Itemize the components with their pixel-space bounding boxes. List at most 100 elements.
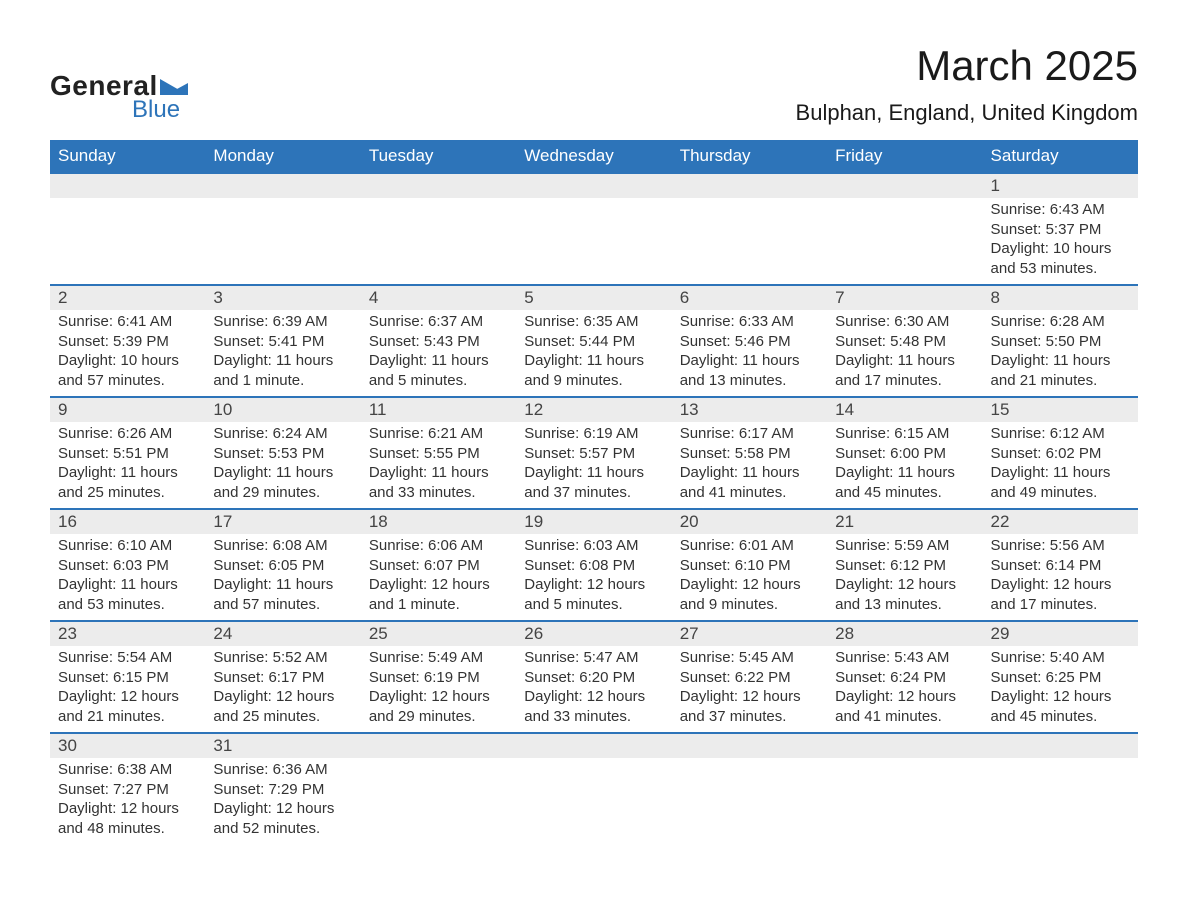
sunrise-text: Sunrise: 6:35 AM bbox=[524, 312, 663, 332]
sunset-text: Sunset: 5:41 PM bbox=[213, 332, 352, 352]
day-detail-cell: Sunrise: 5:43 AMSunset: 6:24 PMDaylight:… bbox=[827, 646, 982, 733]
day-detail-cell bbox=[516, 758, 671, 844]
daylight-text: Daylight: 11 hours and 53 minutes. bbox=[58, 575, 197, 614]
day-detail-cell bbox=[827, 198, 982, 285]
sunset-text: Sunset: 5:48 PM bbox=[835, 332, 974, 352]
daylight-text: Daylight: 11 hours and 29 minutes. bbox=[213, 463, 352, 502]
sunrise-text: Sunrise: 6:43 AM bbox=[991, 200, 1130, 220]
day-number-cell bbox=[516, 173, 671, 198]
day-number-cell bbox=[516, 733, 671, 758]
week-1-daynums: 2345678 bbox=[50, 285, 1138, 310]
day-detail-cell: Sunrise: 6:28 AMSunset: 5:50 PMDaylight:… bbox=[983, 310, 1138, 397]
location-subtitle: Bulphan, England, United Kingdom bbox=[796, 100, 1138, 126]
sunrise-text: Sunrise: 6:01 AM bbox=[680, 536, 819, 556]
day-number-cell: 3 bbox=[205, 285, 360, 310]
daylight-text: Daylight: 11 hours and 49 minutes. bbox=[991, 463, 1130, 502]
week-1-details: Sunrise: 6:41 AMSunset: 5:39 PMDaylight:… bbox=[50, 310, 1138, 397]
daylight-text: Daylight: 11 hours and 37 minutes. bbox=[524, 463, 663, 502]
daylight-text: Daylight: 12 hours and 1 minute. bbox=[369, 575, 508, 614]
sunset-text: Sunset: 5:39 PM bbox=[58, 332, 197, 352]
day-detail-cell: Sunrise: 6:43 AMSunset: 5:37 PMDaylight:… bbox=[983, 198, 1138, 285]
day-detail-cell: Sunrise: 5:49 AMSunset: 6:19 PMDaylight:… bbox=[361, 646, 516, 733]
day-detail-cell bbox=[827, 758, 982, 844]
month-title: March 2025 bbox=[796, 42, 1138, 90]
day-number-cell: 31 bbox=[205, 733, 360, 758]
sunset-text: Sunset: 5:50 PM bbox=[991, 332, 1130, 352]
sunset-text: Sunset: 6:22 PM bbox=[680, 668, 819, 688]
day-detail-cell bbox=[672, 198, 827, 285]
day-detail-cell: Sunrise: 6:24 AMSunset: 5:53 PMDaylight:… bbox=[205, 422, 360, 509]
day-detail-cell: Sunrise: 6:10 AMSunset: 6:03 PMDaylight:… bbox=[50, 534, 205, 621]
sunrise-text: Sunrise: 6:12 AM bbox=[991, 424, 1130, 444]
day-detail-cell: Sunrise: 6:01 AMSunset: 6:10 PMDaylight:… bbox=[672, 534, 827, 621]
day-number-cell: 19 bbox=[516, 509, 671, 534]
sunset-text: Sunset: 6:10 PM bbox=[680, 556, 819, 576]
day-detail-cell: Sunrise: 6:15 AMSunset: 6:00 PMDaylight:… bbox=[827, 422, 982, 509]
sunset-text: Sunset: 6:03 PM bbox=[58, 556, 197, 576]
day-number-cell bbox=[827, 733, 982, 758]
day-detail-cell: Sunrise: 6:38 AMSunset: 7:27 PMDaylight:… bbox=[50, 758, 205, 844]
day-header-sunday: Sunday bbox=[50, 140, 205, 173]
sunrise-text: Sunrise: 6:36 AM bbox=[213, 760, 352, 780]
sunrise-text: Sunrise: 6:28 AM bbox=[991, 312, 1130, 332]
day-number-cell: 22 bbox=[983, 509, 1138, 534]
day-detail-cell bbox=[50, 198, 205, 285]
day-detail-cell: Sunrise: 6:30 AMSunset: 5:48 PMDaylight:… bbox=[827, 310, 982, 397]
day-number-cell: 5 bbox=[516, 285, 671, 310]
day-number-cell bbox=[672, 173, 827, 198]
sunrise-text: Sunrise: 5:54 AM bbox=[58, 648, 197, 668]
sunset-text: Sunset: 6:07 PM bbox=[369, 556, 508, 576]
sunrise-text: Sunrise: 6:10 AM bbox=[58, 536, 197, 556]
day-number-cell: 23 bbox=[50, 621, 205, 646]
day-number-cell bbox=[983, 733, 1138, 758]
day-header-saturday: Saturday bbox=[983, 140, 1138, 173]
sunrise-text: Sunrise: 6:08 AM bbox=[213, 536, 352, 556]
calendar-body: 1Sunrise: 6:43 AMSunset: 5:37 PMDaylight… bbox=[50, 173, 1138, 844]
daylight-text: Daylight: 12 hours and 37 minutes. bbox=[680, 687, 819, 726]
sunrise-text: Sunrise: 6:37 AM bbox=[369, 312, 508, 332]
day-number-cell: 30 bbox=[50, 733, 205, 758]
day-detail-cell bbox=[672, 758, 827, 844]
day-number-cell bbox=[50, 173, 205, 198]
daylight-text: Daylight: 11 hours and 33 minutes. bbox=[369, 463, 508, 502]
sunset-text: Sunset: 6:08 PM bbox=[524, 556, 663, 576]
sunset-text: Sunset: 5:43 PM bbox=[369, 332, 508, 352]
day-detail-cell bbox=[361, 758, 516, 844]
daylight-text: Daylight: 11 hours and 17 minutes. bbox=[835, 351, 974, 390]
day-header-wednesday: Wednesday bbox=[516, 140, 671, 173]
daylight-text: Daylight: 12 hours and 21 minutes. bbox=[58, 687, 197, 726]
sunset-text: Sunset: 5:55 PM bbox=[369, 444, 508, 464]
daylight-text: Daylight: 11 hours and 1 minute. bbox=[213, 351, 352, 390]
day-detail-cell: Sunrise: 6:03 AMSunset: 6:08 PMDaylight:… bbox=[516, 534, 671, 621]
daylight-text: Daylight: 11 hours and 13 minutes. bbox=[680, 351, 819, 390]
day-detail-cell bbox=[983, 758, 1138, 844]
sunrise-text: Sunrise: 5:52 AM bbox=[213, 648, 352, 668]
title-block: March 2025 Bulphan, England, United King… bbox=[796, 42, 1138, 126]
daylight-text: Daylight: 11 hours and 41 minutes. bbox=[680, 463, 819, 502]
day-detail-cell: Sunrise: 5:52 AMSunset: 6:17 PMDaylight:… bbox=[205, 646, 360, 733]
daylight-text: Daylight: 11 hours and 45 minutes. bbox=[835, 463, 974, 502]
week-4-details: Sunrise: 5:54 AMSunset: 6:15 PMDaylight:… bbox=[50, 646, 1138, 733]
day-number-cell: 6 bbox=[672, 285, 827, 310]
sunrise-text: Sunrise: 5:45 AM bbox=[680, 648, 819, 668]
day-number-cell: 17 bbox=[205, 509, 360, 534]
day-detail-cell: Sunrise: 6:17 AMSunset: 5:58 PMDaylight:… bbox=[672, 422, 827, 509]
sunrise-text: Sunrise: 6:33 AM bbox=[680, 312, 819, 332]
day-number-cell: 14 bbox=[827, 397, 982, 422]
daylight-text: Daylight: 12 hours and 33 minutes. bbox=[524, 687, 663, 726]
day-number-cell: 28 bbox=[827, 621, 982, 646]
day-number-cell bbox=[205, 173, 360, 198]
daylight-text: Daylight: 11 hours and 21 minutes. bbox=[991, 351, 1130, 390]
sunrise-text: Sunrise: 5:49 AM bbox=[369, 648, 508, 668]
day-detail-cell bbox=[516, 198, 671, 285]
sunset-text: Sunset: 6:15 PM bbox=[58, 668, 197, 688]
sunrise-text: Sunrise: 6:26 AM bbox=[58, 424, 197, 444]
day-number-cell bbox=[672, 733, 827, 758]
day-detail-cell: Sunrise: 6:08 AMSunset: 6:05 PMDaylight:… bbox=[205, 534, 360, 621]
day-detail-cell: Sunrise: 6:19 AMSunset: 5:57 PMDaylight:… bbox=[516, 422, 671, 509]
day-detail-cell: Sunrise: 6:39 AMSunset: 5:41 PMDaylight:… bbox=[205, 310, 360, 397]
day-number-cell: 18 bbox=[361, 509, 516, 534]
sunset-text: Sunset: 5:57 PM bbox=[524, 444, 663, 464]
day-detail-cell: Sunrise: 6:41 AMSunset: 5:39 PMDaylight:… bbox=[50, 310, 205, 397]
day-header-monday: Monday bbox=[205, 140, 360, 173]
